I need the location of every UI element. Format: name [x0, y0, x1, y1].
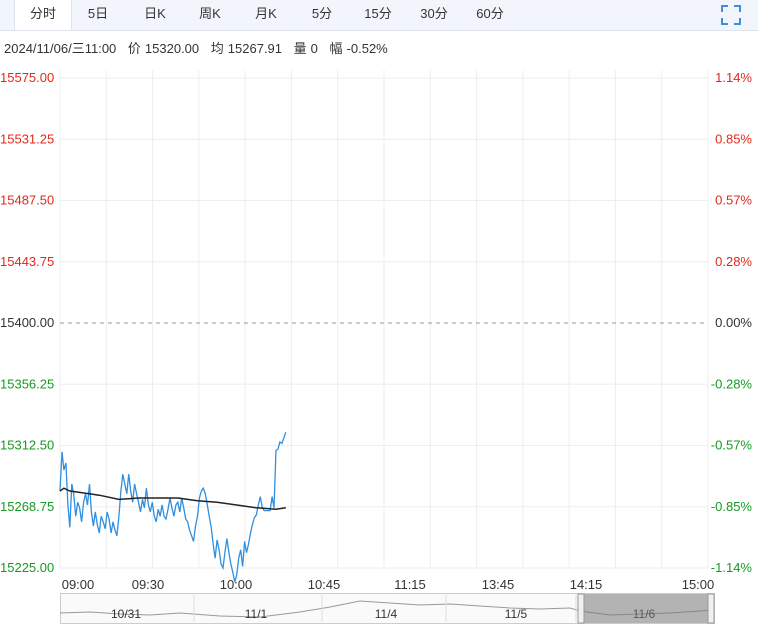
tab-15min[interactable]: 15分 [364, 6, 392, 21]
tab-daily-k[interactable]: 日K [144, 6, 166, 21]
y-pct-tick-label: -1.14% [711, 560, 753, 575]
avg-label: 均 [210, 41, 224, 56]
price-label: 价 [127, 41, 141, 56]
tab-5min[interactable]: 5分 [311, 6, 333, 21]
y-tick-label: 15443.75 [0, 254, 54, 269]
y-tick-label: 15575.00 [0, 70, 54, 85]
x-tick-label: 11:15 [394, 577, 426, 592]
intraday-chart[interactable]: 15575.00 1.14% 15531.25 0.85% 15487.50 0.57% 1… [0, 60, 758, 593]
y-pct-tick-label: -0.85% [711, 499, 753, 514]
y-pct-tick-label: 0.57% [715, 193, 752, 208]
y-tick-label: 15312.50 [0, 438, 54, 453]
y-tick-label: 15487.50 [0, 193, 54, 208]
tab-60min[interactable]: 60分 [476, 6, 504, 21]
y-tick-label: 15356.25 [0, 376, 54, 391]
volume-label: 量 [293, 41, 307, 56]
tab-monthly-k[interactable]: 月K [255, 6, 277, 21]
price-value: 15320.00 [144, 41, 200, 56]
change-value: -0.52% [346, 41, 388, 56]
x-tick-label: 13:45 [482, 577, 515, 592]
navigator-date-label: 11/1 [245, 607, 268, 621]
period-tab-bar: 分时 5日 日K 周K 月K 5分 15分 30分 60分 [0, 0, 758, 31]
tab-intraday[interactable]: 分时 [14, 0, 72, 30]
y-pct-tick-label: -0.28% [711, 376, 753, 391]
navigator-right-handle[interactable] [707, 593, 715, 624]
x-tick-label: 10:00 [220, 577, 253, 592]
x-tick-label: 10:45 [308, 577, 341, 592]
price-line [59, 431, 287, 583]
y-pct-tick-label: 1.14% [715, 70, 752, 85]
navigator-selected-range[interactable] [584, 594, 708, 623]
y-pct-tick-label: -0.57% [711, 438, 753, 453]
navigator-date-label: 11/4 [375, 607, 398, 621]
navigator-date-label: 10/31 [111, 607, 141, 621]
x-tick-label: 14:15 [570, 577, 603, 592]
volume-value: 0 [310, 41, 318, 56]
y-pct-tick-label: 0.00% [715, 315, 752, 330]
y-tick-label: 15268.75 [0, 499, 54, 514]
x-tick-label: 15:00 [682, 577, 715, 592]
change-label: 幅 [329, 41, 343, 56]
x-tick-label: 09:00 [62, 577, 95, 592]
y-tick-label: 15225.00 [0, 560, 54, 575]
navigator-left-handle[interactable] [577, 593, 585, 624]
x-tick-label: 09:30 [132, 577, 165, 592]
tab-30min[interactable]: 30分 [420, 6, 448, 21]
fullscreen-icon[interactable] [720, 4, 742, 26]
navigator-date-label: 11/5 [505, 607, 528, 621]
tab-5day[interactable]: 5日 [87, 6, 109, 21]
avg-value: 15267.91 [227, 41, 283, 56]
y-tick-label: 15400.00 [0, 315, 54, 330]
quote-datetime: 2024/11/06/三11:00 [4, 41, 117, 56]
y-pct-tick-label: 0.85% [715, 131, 752, 146]
y-tick-label: 15531.25 [0, 131, 54, 146]
average-line [59, 487, 286, 510]
tab-weekly-k[interactable]: 周K [199, 6, 221, 21]
y-pct-tick-label: 0.28% [715, 254, 752, 269]
